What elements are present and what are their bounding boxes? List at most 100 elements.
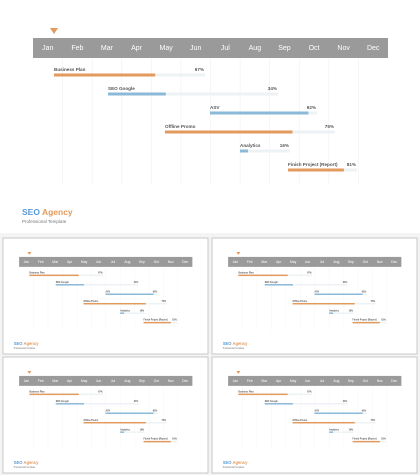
task-progress: 67% (307, 391, 311, 393)
task-bar (83, 302, 146, 305)
task-bar (264, 284, 293, 286)
month-label: Sep (139, 379, 145, 383)
brand-first: SEO (14, 460, 23, 465)
task-track (120, 312, 145, 314)
task-name: Finish Project (Report) (144, 438, 168, 441)
brand-second: Agency (23, 460, 39, 465)
task-bar (314, 293, 363, 296)
task-name: Offline Promo (84, 419, 99, 422)
brand-first: SEO (22, 207, 40, 217)
month-label: Mar (52, 379, 59, 383)
month-label: Feb (38, 260, 44, 264)
month-label: Sep (348, 260, 354, 264)
month-label: Dec (391, 379, 397, 383)
task-progress: 16% (280, 143, 289, 148)
month-label: Nov (168, 260, 174, 264)
brand: SEOAgency (14, 341, 39, 346)
month-label: Apr (276, 260, 282, 264)
marker (27, 251, 32, 255)
task-bar (54, 73, 156, 77)
task-progress: 75% (371, 301, 375, 303)
month-label: Aug (333, 379, 339, 383)
month-label: Oct (363, 260, 368, 264)
task-bar (105, 293, 154, 296)
month-label: Dec (367, 45, 380, 52)
marker (236, 370, 241, 374)
task-progress: 34% (134, 400, 138, 403)
brand: SEOAgency (223, 460, 248, 465)
month-header (228, 375, 402, 386)
task-name: Offline Promo (84, 300, 99, 303)
thumbnail: Jan Feb Mar Apr May Jun Jul Aug Sep Oct Nov Dec Busi… (14, 251, 193, 350)
task-bar (264, 403, 293, 405)
month-label: Jul (111, 379, 116, 383)
brand: SEOAgency (14, 460, 39, 465)
month-label: Jul (111, 260, 116, 264)
task-name: Offline Promo (293, 419, 308, 422)
subtitle: Professional Template (223, 466, 245, 469)
task-bar (55, 284, 84, 286)
month-header (228, 256, 402, 267)
task-progress: 67% (195, 67, 204, 72)
task-track (120, 431, 145, 433)
main-slide-bg (0, 0, 420, 233)
task-progress: 16% (140, 310, 144, 312)
task-bar (29, 393, 79, 396)
task-bar (329, 312, 334, 314)
month-label: Sep (278, 45, 291, 52)
task-name: ASV (315, 290, 320, 293)
month-label: Jul (320, 379, 325, 383)
task-name: Business Plan (29, 272, 45, 274)
task-progress: 16% (349, 310, 353, 312)
thumb-frame[interactable] (211, 356, 418, 474)
month-label: Aug (124, 260, 130, 264)
task-track (55, 403, 139, 405)
thumbnail: Jan Feb Mar Apr May Jun Jul Aug Sep Oct Nov Dec Busi… (223, 370, 402, 469)
month-label: Nov (168, 379, 174, 383)
task-name: Finish Project (Report) (353, 319, 377, 322)
month-label: Apr (131, 45, 143, 52)
month-header (33, 38, 388, 58)
brand: SEOAgency (223, 341, 248, 346)
month-label: May (290, 379, 297, 383)
task-name: ASV (210, 105, 220, 110)
task-bar (83, 421, 146, 424)
task-name: SEO Google (56, 401, 70, 403)
brand-second: Agency (23, 341, 39, 346)
month-label: Aug (249, 45, 262, 52)
task-bar (292, 421, 355, 424)
task-bar (352, 440, 380, 443)
month-label: Nov (377, 379, 383, 383)
task-name: ASV (315, 409, 320, 412)
task-name: ASV (106, 290, 111, 293)
month-header (19, 256, 193, 267)
task-bar (165, 130, 293, 134)
subtitle: Professional Template (223, 347, 245, 350)
task-bar (238, 393, 288, 396)
month-label: Jan (24, 260, 30, 264)
thumb-frame[interactable] (2, 237, 209, 355)
subtitle: Professional Template (14, 347, 36, 350)
task-name: Analytics (120, 428, 131, 431)
brand-second: Agency (232, 341, 248, 346)
task-bar (238, 274, 288, 277)
task-bar (210, 111, 309, 115)
brand-second: Agency (42, 207, 73, 217)
brand-second: Agency (232, 460, 248, 465)
thumb-frame[interactable] (2, 356, 209, 474)
brand-first: SEO (223, 460, 232, 465)
thumb-frame[interactable] (211, 237, 418, 355)
task-name: Finish Project (Report) (288, 162, 338, 167)
task-progress: 34% (134, 281, 138, 284)
task-bar (55, 403, 84, 405)
month-label: Jun (96, 379, 102, 383)
task-name: Finish Project (Report) (144, 319, 168, 322)
month-label: Mar (52, 260, 59, 264)
subtitle: Professional Template (14, 466, 36, 469)
month-label: Jan (24, 379, 30, 383)
task-name: Offline Promo (165, 124, 196, 129)
month-label: Apr (67, 379, 73, 383)
task-progress: 34% (343, 400, 347, 403)
task-progress: 92% (362, 291, 366, 293)
task-track (108, 92, 278, 96)
